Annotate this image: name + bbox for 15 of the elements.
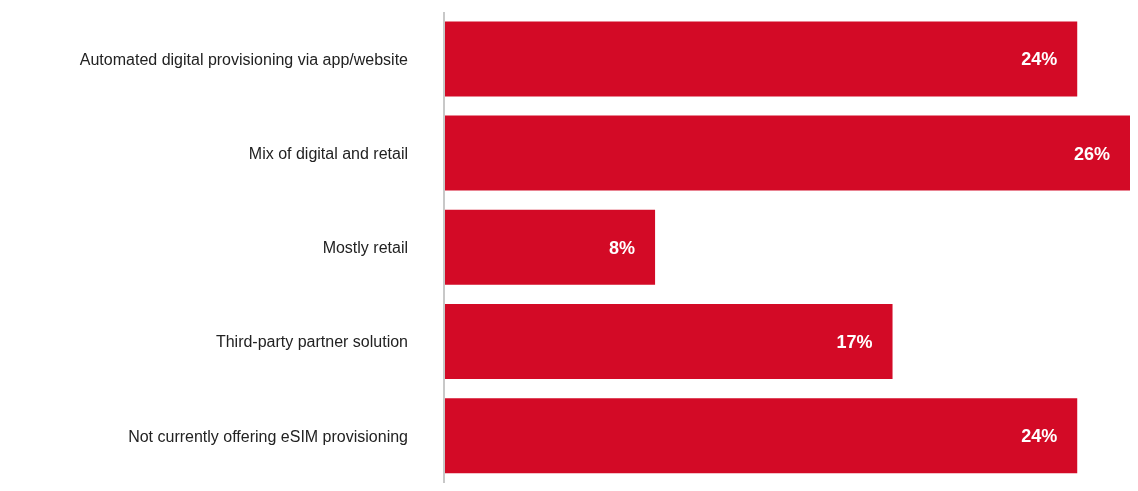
y-tick-label: Mostly retail xyxy=(322,239,408,257)
bar xyxy=(444,209,656,285)
y-tick-label: Mix of digital and retail xyxy=(248,144,408,162)
data-label: 8% xyxy=(609,237,636,258)
bar xyxy=(444,115,1130,191)
bar xyxy=(444,21,1078,97)
y-tick-label: Automated digital provisioning via app/website xyxy=(79,50,409,68)
bar xyxy=(444,304,893,380)
bar xyxy=(444,398,1078,474)
data-label: 24% xyxy=(1021,426,1058,447)
data-label: 26% xyxy=(1073,143,1110,164)
y-tick-label: Third-party partner solution xyxy=(215,333,408,351)
y-tick-label: Not currently offering eSIM provisioning xyxy=(128,427,408,445)
data-label: 17% xyxy=(836,331,873,352)
data-label: 24% xyxy=(1021,49,1058,70)
